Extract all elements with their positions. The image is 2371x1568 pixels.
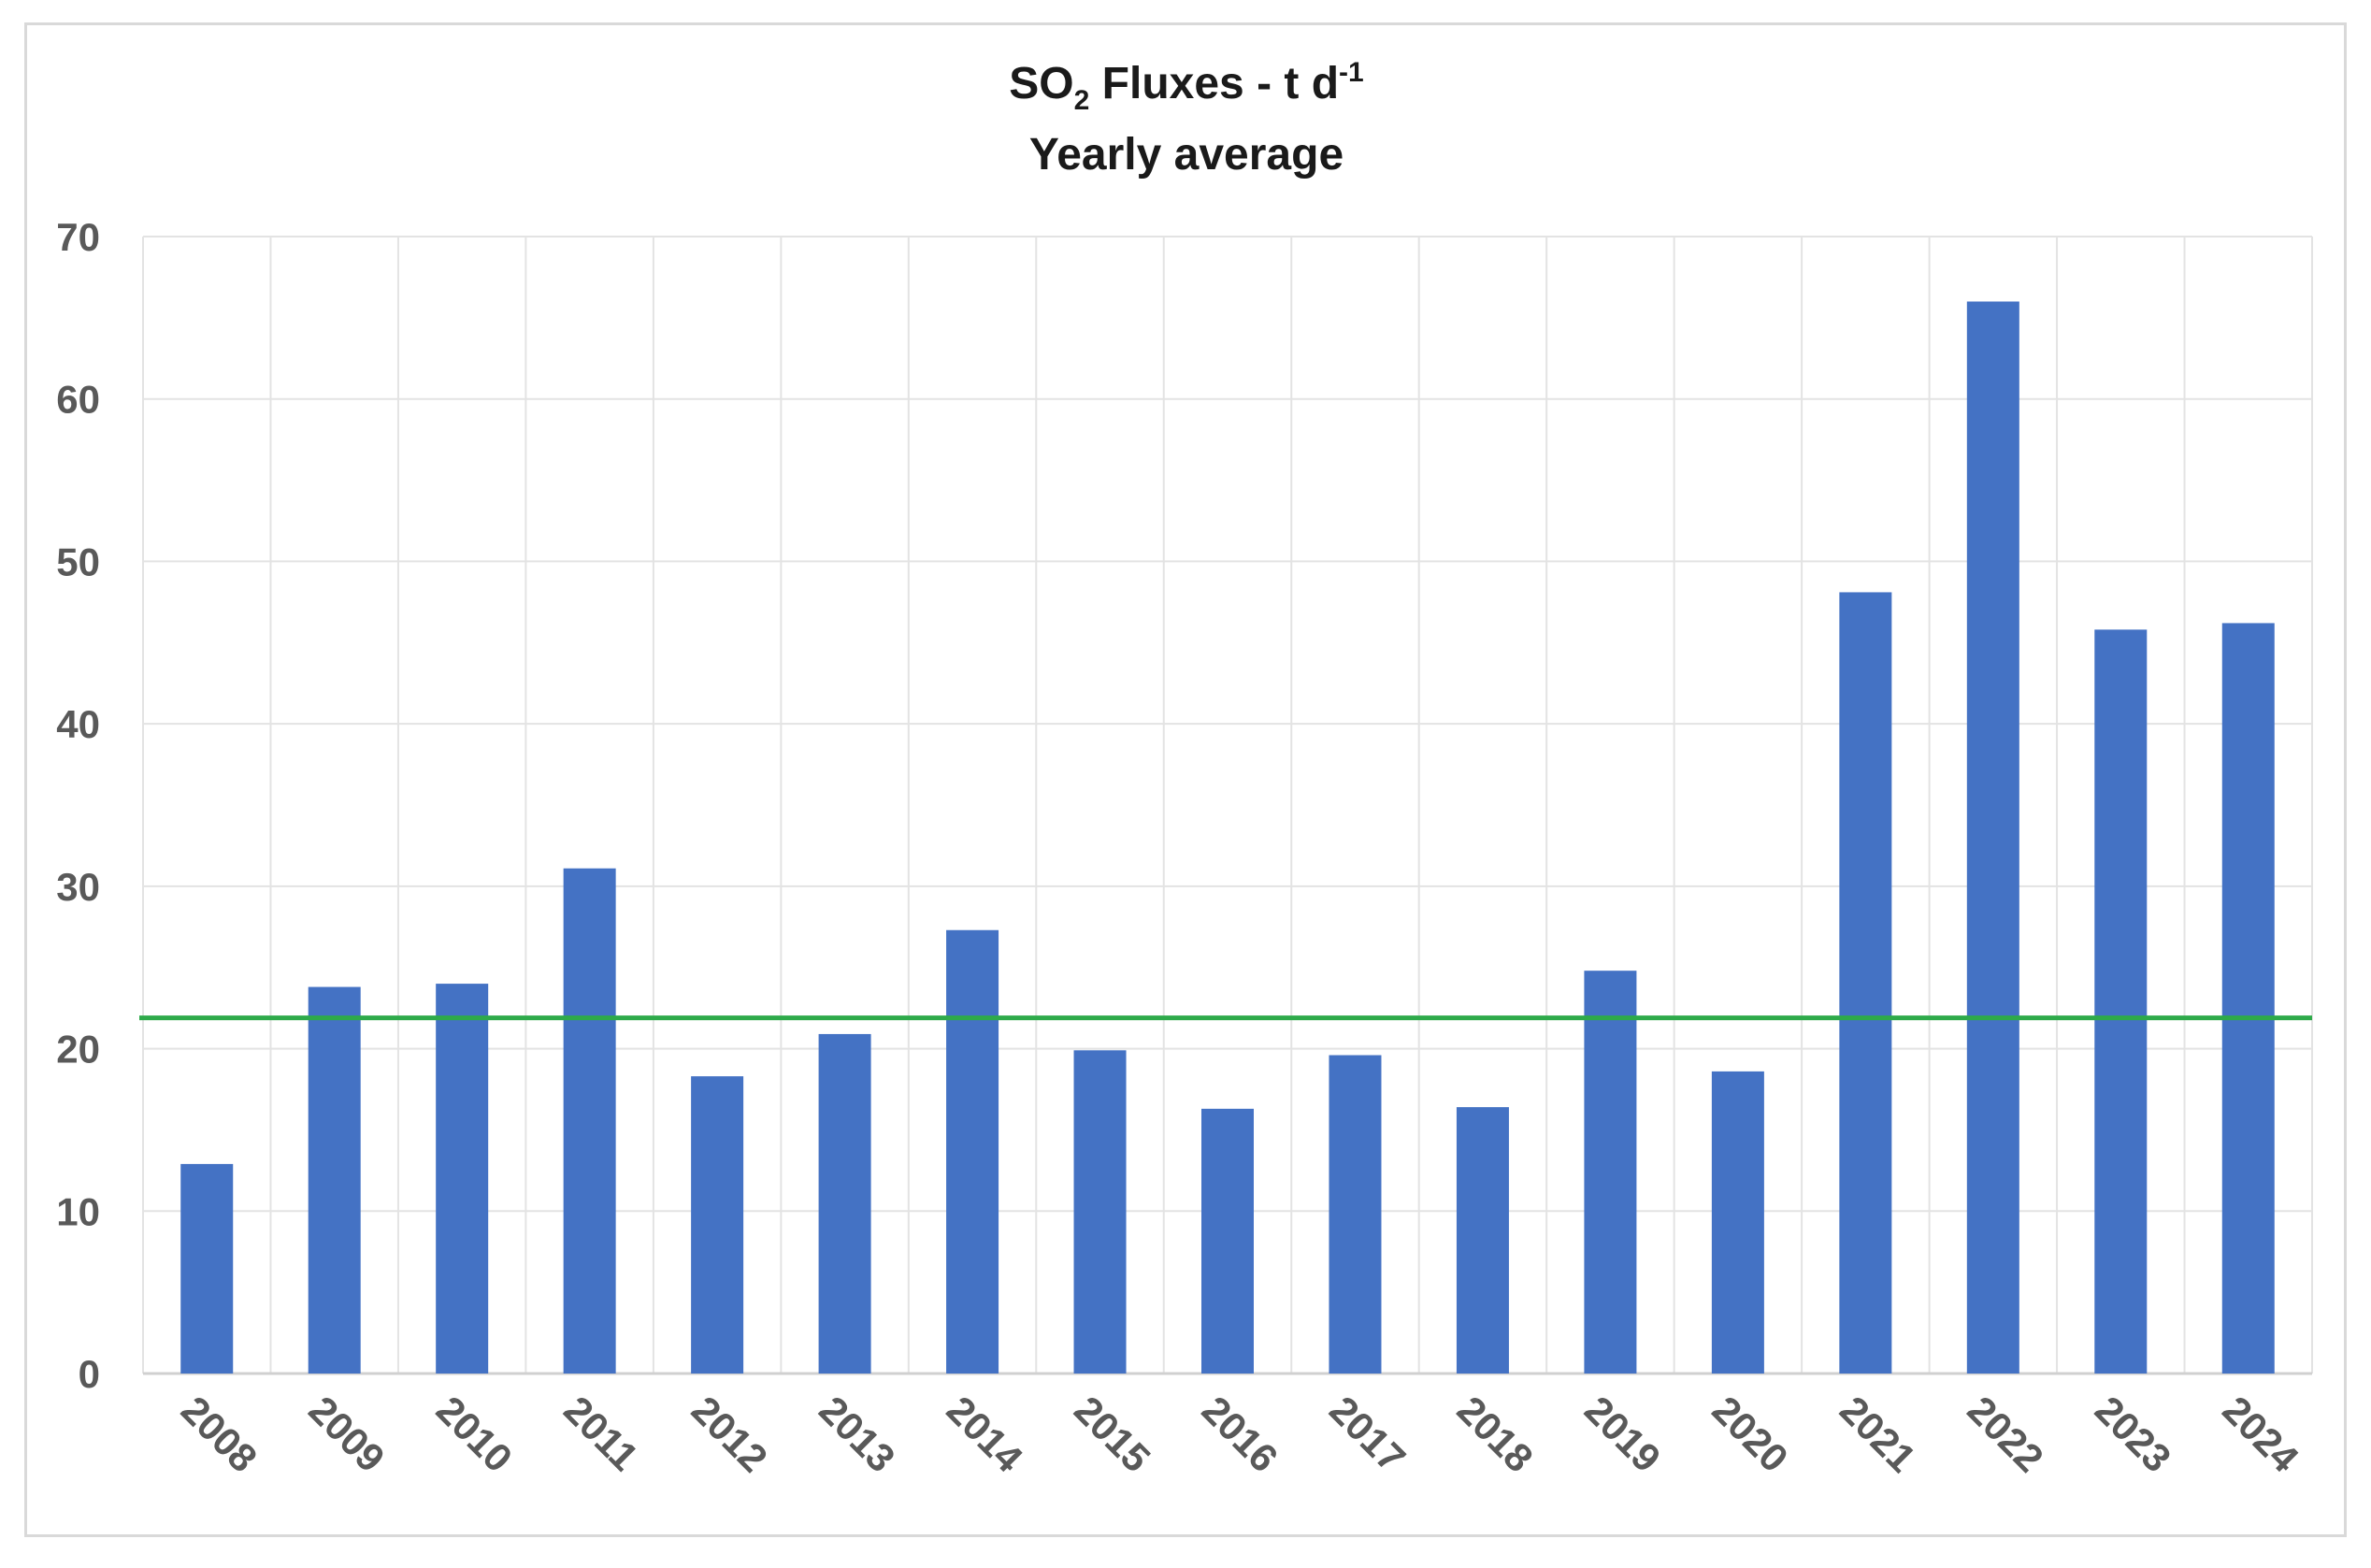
bar-2020 (1711, 1071, 1764, 1374)
bar-2014 (946, 929, 999, 1374)
bar-2021 (1839, 592, 1892, 1374)
title-so-text: SO (1009, 59, 1073, 108)
x-tick-label-2014: 2014 (939, 1388, 1032, 1481)
x-tick-label-2012: 2012 (683, 1388, 776, 1480)
bar-2023 (2094, 629, 2148, 1374)
x-tick-label-2019: 2019 (1576, 1388, 1669, 1480)
x-tick-label-2016: 2016 (1194, 1388, 1286, 1480)
bar-2013 (818, 1033, 871, 1374)
x-tick-label-2024: 2024 (2214, 1388, 2307, 1481)
chart-title-main: SO2 Fluxes - t d-1 (1009, 57, 1363, 116)
x-tick-label-2023: 2023 (2087, 1388, 2179, 1480)
bar-2010 (436, 984, 489, 1374)
bar-2008 (180, 1163, 234, 1374)
bar-2019 (1584, 971, 1637, 1374)
chart-grid (142, 236, 2313, 1375)
title-subscript: 2 (1074, 85, 1090, 116)
y-tick-label: 30 (56, 865, 100, 909)
bar-2012 (691, 1076, 744, 1374)
chart-title: SO2 Fluxes - t d-1 Yearly average (1009, 57, 1363, 180)
x-tick-label-2020: 2020 (1704, 1388, 1797, 1480)
title-superscript: -1 (1339, 57, 1364, 88)
y-tick-label: 0 (79, 1352, 100, 1396)
x-tick-label-2010: 2010 (428, 1388, 521, 1480)
y-tick-label: 20 (56, 1028, 100, 1072)
bar-2024 (2221, 623, 2275, 1374)
x-tick-label-2009: 2009 (300, 1388, 393, 1480)
x-tick-label-2011: 2011 (555, 1388, 647, 1479)
bar-2022 (1966, 301, 2019, 1374)
y-tick-label: 60 (56, 378, 100, 422)
y-tick-label: 50 (56, 539, 100, 583)
chart-svg: SO2 Fluxes - t d-1 Yearly average 0 10 20 30… (56, 57, 2313, 1481)
x-tick-label-2021: 2021 (1832, 1388, 1924, 1480)
bar-2011 (563, 868, 616, 1374)
bar-series (180, 301, 2275, 1374)
x-tick-label-2015: 2015 (1066, 1388, 1158, 1480)
x-tick-label-2008: 2008 (173, 1388, 266, 1480)
chart-frame: SO2 Fluxes - t d-1 Yearly average 0 10 20 30… (24, 22, 2347, 1537)
x-axis-ticks: 2008 2009 2010 2011 2012 2013 2014 2015 2016 2017… (173, 1388, 2307, 1481)
bar-2018 (1456, 1107, 1509, 1374)
bar-2009 (308, 986, 361, 1374)
x-tick-label-2013: 2013 (811, 1388, 903, 1480)
bar-2017 (1329, 1055, 1382, 1374)
title-middle-text: Fluxes - t d (1089, 59, 1339, 108)
x-tick-label-2018: 2018 (1449, 1388, 1542, 1480)
y-tick-label: 10 (56, 1189, 100, 1233)
y-axis-ticks: 0 10 20 30 40 50 60 70 (56, 215, 100, 1396)
y-tick-label: 40 (56, 702, 100, 746)
x-tick-label-2022: 2022 (1959, 1388, 2051, 1480)
y-tick-label: 70 (56, 215, 100, 259)
bar-2016 (1201, 1108, 1254, 1374)
bar-2015 (1073, 1050, 1127, 1374)
chart-subtitle: Yearly average (1029, 130, 1344, 180)
x-tick-label-2017: 2017 (1321, 1388, 1414, 1480)
